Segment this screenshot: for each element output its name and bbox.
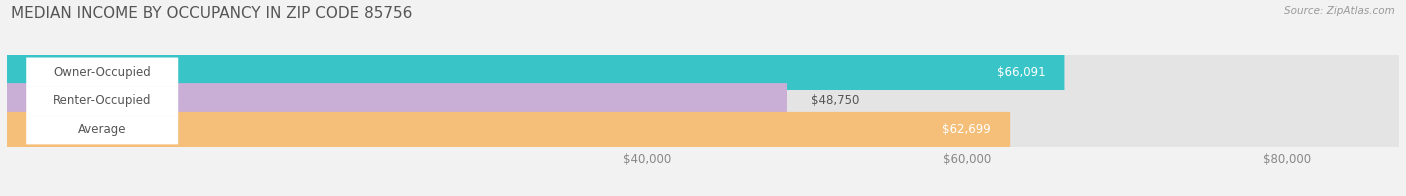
Text: $62,699: $62,699	[942, 123, 991, 136]
FancyBboxPatch shape	[7, 112, 1010, 148]
Text: Renter-Occupied: Renter-Occupied	[53, 94, 152, 107]
Text: $66,091: $66,091	[997, 66, 1045, 79]
FancyBboxPatch shape	[7, 54, 1064, 90]
FancyBboxPatch shape	[27, 57, 179, 87]
Text: $48,750: $48,750	[811, 94, 859, 107]
FancyBboxPatch shape	[7, 54, 1399, 90]
Text: Average: Average	[77, 123, 127, 136]
Text: MEDIAN INCOME BY OCCUPANCY IN ZIP CODE 85756: MEDIAN INCOME BY OCCUPANCY IN ZIP CODE 8…	[11, 6, 412, 21]
FancyBboxPatch shape	[27, 86, 179, 116]
FancyBboxPatch shape	[7, 112, 1399, 148]
FancyBboxPatch shape	[7, 83, 787, 119]
Text: Source: ZipAtlas.com: Source: ZipAtlas.com	[1284, 6, 1395, 16]
Text: Owner-Occupied: Owner-Occupied	[53, 66, 150, 79]
FancyBboxPatch shape	[7, 83, 1399, 119]
FancyBboxPatch shape	[27, 115, 179, 144]
